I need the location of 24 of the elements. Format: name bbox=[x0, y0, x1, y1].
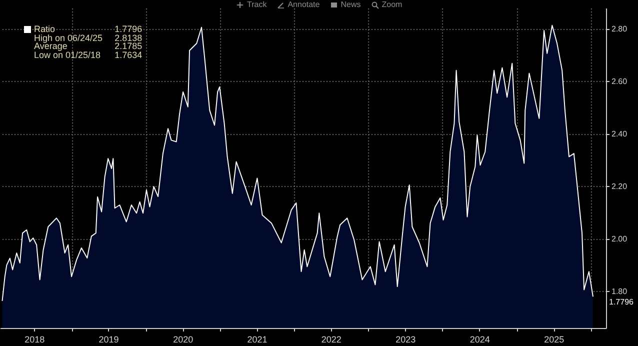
x-tick-label: 2023 bbox=[396, 334, 416, 344]
x-tick-label: 2018 bbox=[24, 334, 45, 344]
text: Average 2.1785 bbox=[34, 41, 142, 51]
x-tick-label: 2019 bbox=[98, 334, 119, 344]
annotation: 1.7796 bbox=[609, 298, 634, 307]
legend-label: Ratio bbox=[33, 24, 56, 34]
annotation: Track bbox=[246, 0, 267, 9]
x-tick-label: 2020 bbox=[173, 334, 194, 344]
y-tick-label: 2.80 bbox=[612, 24, 628, 34]
x-tick-label: 2025 bbox=[544, 334, 564, 344]
text: 1.7796 bbox=[114, 24, 142, 34]
annotation: Zoom bbox=[380, 0, 402, 9]
text: Low on 01/25/18 1.7634 bbox=[34, 50, 142, 60]
annotation: Annotate bbox=[286, 0, 320, 9]
x-tick-label: 2024 bbox=[470, 334, 490, 344]
y-tick-label: 2.20 bbox=[612, 182, 628, 191]
text: High on 06/24/25 2.8138 bbox=[34, 32, 142, 42]
y-tick-label: 1.80 bbox=[612, 286, 628, 296]
x-tick-label: 2021 bbox=[247, 334, 268, 344]
x-tick-label: 2022 bbox=[321, 334, 342, 344]
y-tick-label: 2.00 bbox=[612, 234, 628, 244]
annotation: News bbox=[340, 0, 361, 9]
y-tick-label: 2.60 bbox=[612, 76, 628, 86]
y-tick-label: 2.40 bbox=[612, 129, 628, 138]
